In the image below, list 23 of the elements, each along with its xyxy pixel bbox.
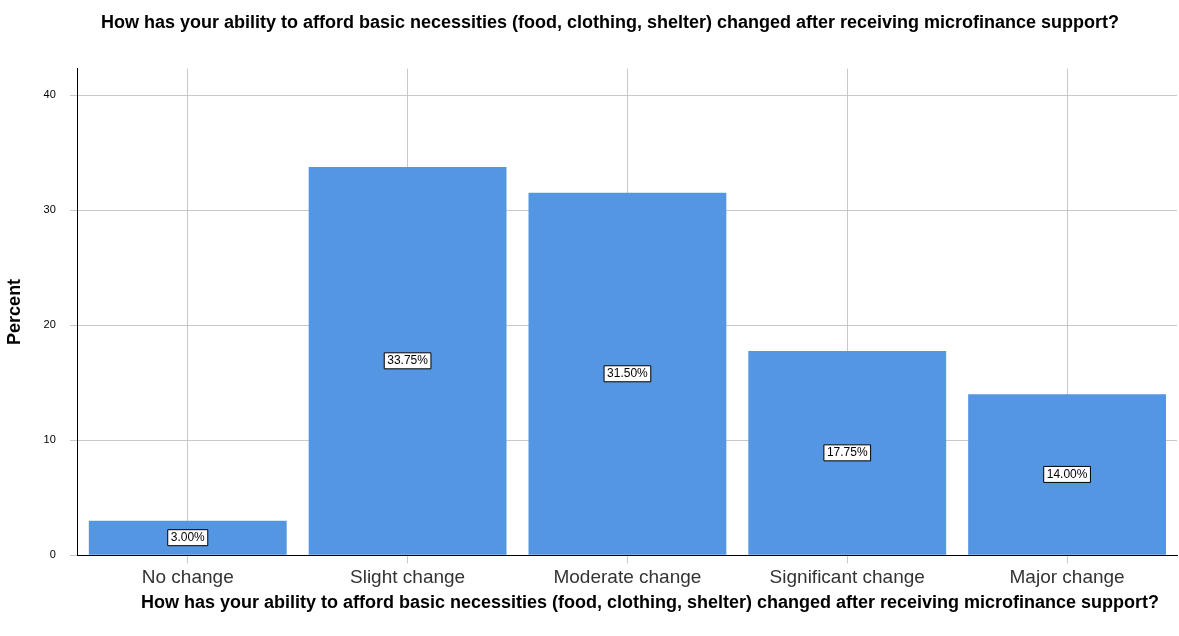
x-tick-label: Slight change: [350, 565, 466, 587]
y-tick-label: 20: [43, 318, 56, 331]
y-axis-title: Percent: [3, 278, 24, 345]
y-tick-label: 0: [49, 548, 56, 561]
chart-title: How has your ability to afford basic necessities (food, clothing, shelter) changed after receiving microfinance support?: [99, 12, 1121, 32]
data-label: 33.75%: [387, 353, 429, 368]
bar: [88, 520, 287, 555]
data-label: 14.00%: [1046, 466, 1088, 481]
x-tick-label: No change: [141, 565, 234, 587]
data-label: 3.00%: [170, 530, 206, 545]
y-tick-label: 30: [43, 203, 56, 216]
data-label: 31.50%: [607, 366, 649, 381]
bar: [308, 166, 507, 555]
bar: [528, 192, 727, 555]
bar: [968, 394, 1167, 555]
y-tick-label: 10: [43, 433, 56, 446]
bar: [748, 351, 947, 555]
x-tick-label: Major change: [1009, 565, 1125, 587]
x-tick-label: Moderate change: [553, 565, 702, 587]
data-label: 17.75%: [826, 445, 868, 460]
x-axis-title: How has your ability to afford basic necessities (food, clothing, shelter) changed after receiving microfinance support?: [139, 592, 1161, 612]
x-tick-label: Significant change: [769, 565, 925, 587]
y-tick-label: 40: [43, 88, 56, 101]
